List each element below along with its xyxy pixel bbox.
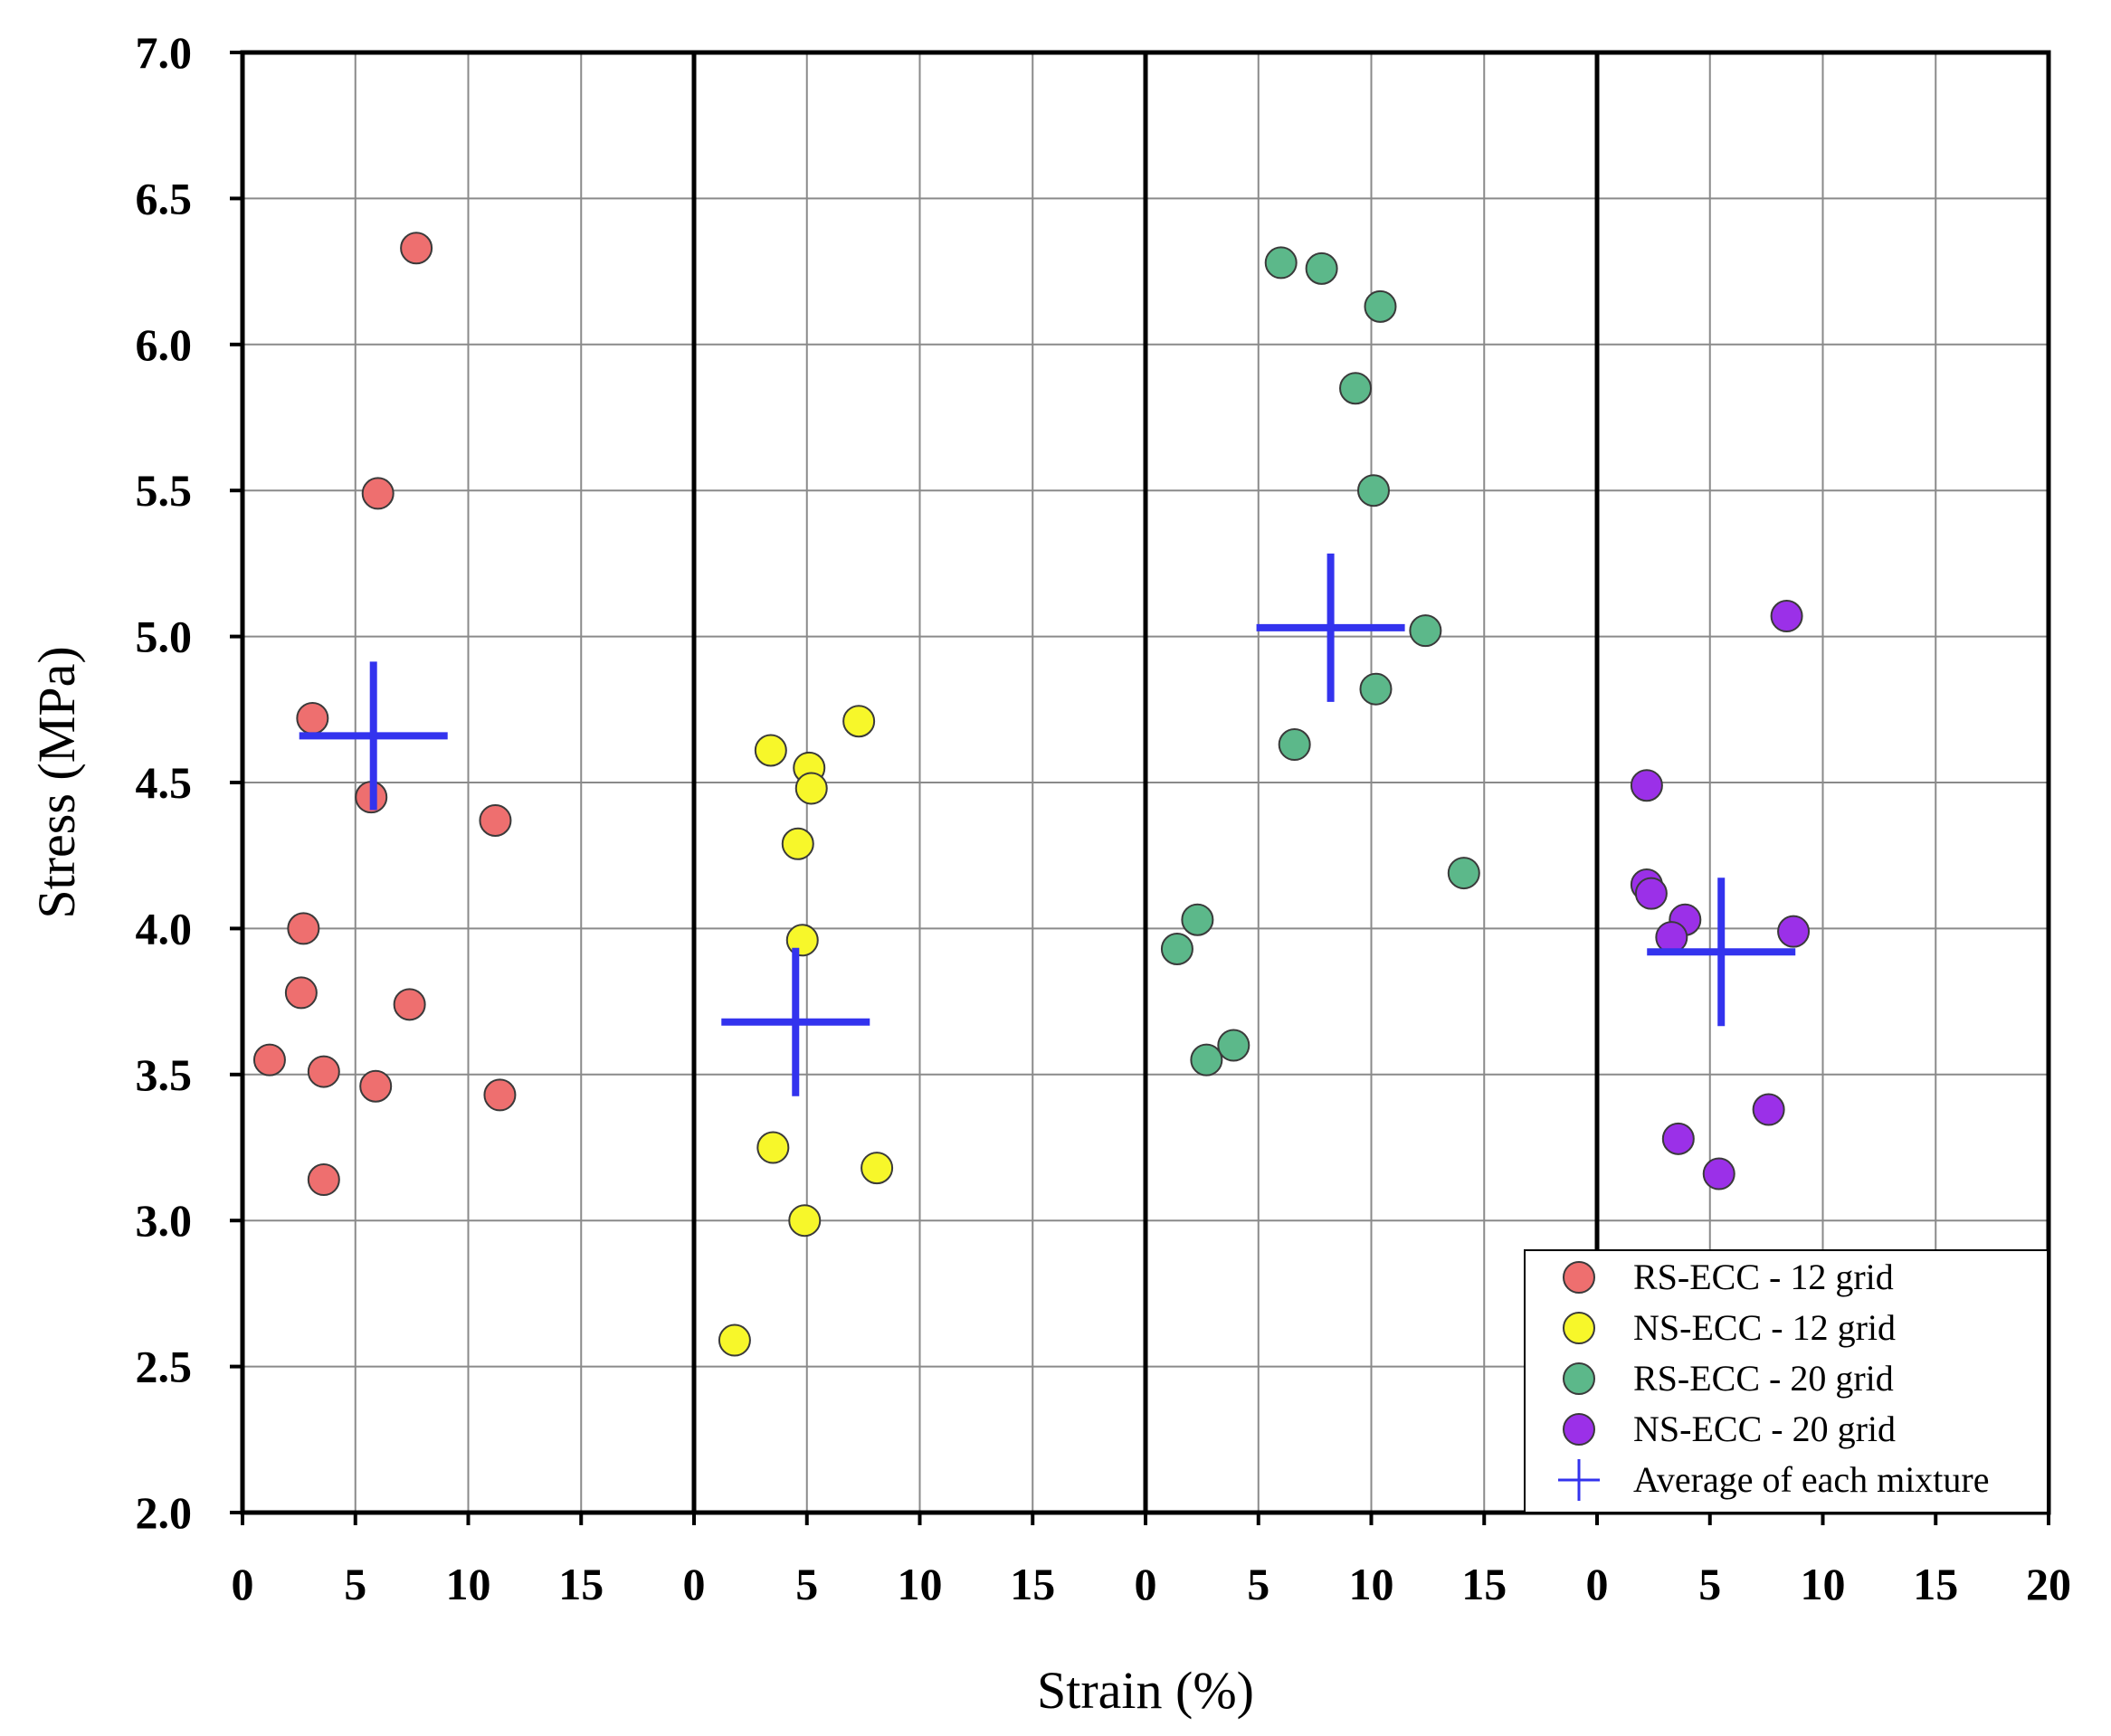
- data-point: [785, 924, 819, 957]
- data-point: [861, 1152, 894, 1185]
- data-point: [1634, 877, 1668, 910]
- x-tick-labels: 0 5 10 15 0 5 10 15 0 5 10 15 0 5 10 15 20: [232, 1513, 2071, 1609]
- data-point: [1339, 372, 1373, 405]
- data-point: [1630, 769, 1663, 802]
- data-point: [1181, 903, 1214, 936]
- data-point: [359, 1069, 393, 1103]
- legend-marker: [1563, 1362, 1595, 1395]
- data-point: [788, 1204, 822, 1238]
- y-tick-label: 3.5: [136, 1049, 193, 1100]
- y-tick-labels: 2.0 2.5 3.0 3.5 4.0 4.5 5.0 5.5 6.0 6.5 7.0: [136, 27, 242, 1538]
- data-point: [718, 1323, 751, 1357]
- data-point: [1409, 614, 1442, 648]
- data-point: [1752, 1093, 1785, 1126]
- legend-label: NS-ECC - 20 grid: [1633, 1409, 1896, 1449]
- data-point: [842, 705, 876, 738]
- y-tick-label: 7.0: [136, 27, 193, 78]
- data-point: [479, 803, 512, 837]
- x-tick-label: 0: [232, 1559, 254, 1609]
- y-tick-label: 3.0: [136, 1195, 193, 1246]
- x-tick-label: 5: [1247, 1559, 1269, 1609]
- data-point: [1770, 600, 1803, 633]
- x-tick-label: 0: [683, 1559, 706, 1609]
- x-tick-label: 5: [344, 1559, 366, 1609]
- x-tick-label: 15: [1913, 1559, 1958, 1609]
- data-point: [307, 1163, 340, 1197]
- x-tick-label: 15: [1010, 1559, 1055, 1609]
- y-axis-title: Stress (MPa): [27, 646, 86, 918]
- data-point: [393, 988, 426, 1021]
- data-point: [483, 1078, 517, 1112]
- legend-label: RS-ECC - 12 grid: [1633, 1257, 1894, 1297]
- legend: RS-ECC - 12 grid NS-ECC - 12 grid RS-ECC -…: [1524, 1249, 2049, 1513]
- data-point: [1364, 289, 1397, 323]
- x-tick-label: 20: [2026, 1559, 2071, 1609]
- y-tick-label: 5.5: [136, 465, 193, 516]
- legend-label: Average of each mixture: [1633, 1459, 1990, 1500]
- x-tick-label: 15: [1461, 1559, 1507, 1609]
- data-point: [400, 232, 433, 265]
- average-marker: [1256, 553, 1405, 702]
- legend-marker: [1563, 1413, 1595, 1446]
- data-point: [1655, 921, 1688, 954]
- data-point: [1661, 1122, 1695, 1155]
- data-point: [361, 477, 395, 510]
- y-tick-label: 5.0: [136, 612, 193, 662]
- x-tick-label: 0: [1586, 1559, 1609, 1609]
- data-point: [1217, 1029, 1250, 1062]
- data-points: [252, 232, 1811, 1357]
- x-axis-title: Strain (%): [1037, 1661, 1254, 1720]
- average-marker: [721, 947, 870, 1096]
- y-tick-label: 2.5: [136, 1342, 193, 1392]
- data-point: [794, 772, 828, 805]
- data-point: [1160, 932, 1193, 965]
- data-point: [1190, 1043, 1223, 1077]
- y-tick-label: 4.5: [136, 757, 193, 808]
- x-tick-label: 0: [1135, 1559, 1157, 1609]
- y-tick-label: 6.0: [136, 319, 193, 370]
- x-tick-label: 10: [898, 1559, 943, 1609]
- y-tick-label: 6.5: [136, 173, 193, 223]
- data-point: [1447, 857, 1480, 890]
- x-tick-label: 15: [558, 1559, 604, 1609]
- y-tick-label: 4.0: [136, 903, 193, 953]
- legend-marker: [1563, 1261, 1595, 1294]
- x-tick-label: 5: [1698, 1559, 1721, 1609]
- average-marker: [299, 661, 448, 811]
- data-point: [754, 734, 787, 767]
- data-point: [284, 976, 318, 1010]
- data-point: [296, 701, 329, 735]
- data-point: [756, 1131, 790, 1164]
- x-tick-label: 10: [446, 1559, 491, 1609]
- average-markers: [299, 553, 1796, 1096]
- legend-marker: [1563, 1312, 1595, 1344]
- data-point: [781, 827, 814, 860]
- data-point: [1702, 1157, 1735, 1191]
- y-tick-label: 2.0: [136, 1487, 193, 1538]
- data-point: [287, 912, 320, 945]
- x-tick-label: 10: [1801, 1559, 1846, 1609]
- data-point: [1264, 246, 1298, 280]
- data-point: [1305, 251, 1338, 285]
- data-point: [1356, 474, 1390, 508]
- data-point: [252, 1043, 286, 1077]
- data-point: [307, 1055, 340, 1088]
- data-point: [1278, 728, 1311, 762]
- data-point: [1359, 672, 1393, 706]
- data-point: [1777, 915, 1811, 948]
- legend-box: [1524, 1249, 2049, 1513]
- x-tick-label: 5: [795, 1559, 818, 1609]
- legend-label: NS-ECC - 12 grid: [1633, 1307, 1896, 1348]
- average-marker: [1647, 877, 1796, 1027]
- legend-label: RS-ECC - 20 grid: [1633, 1358, 1894, 1399]
- x-tick-label: 10: [1349, 1559, 1394, 1609]
